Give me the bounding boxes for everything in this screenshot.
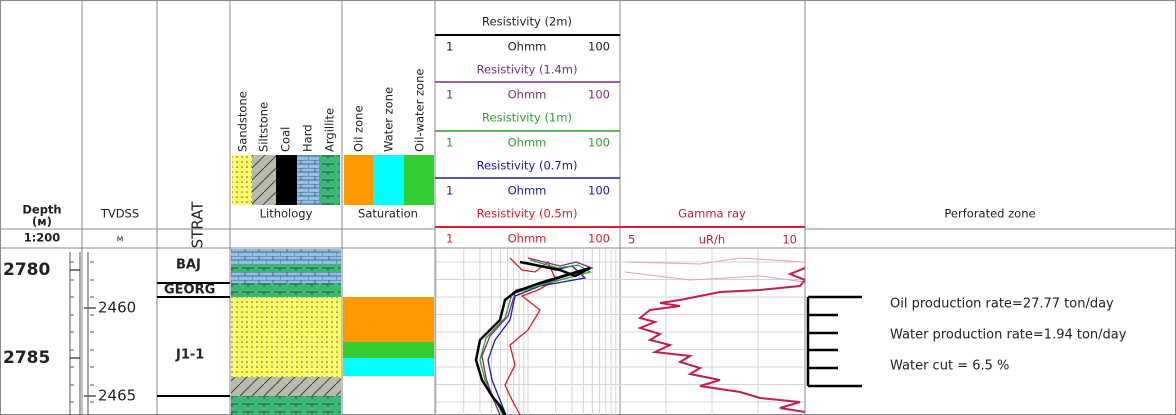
legend-swatch — [252, 155, 276, 205]
resistivity-curves — [474, 257, 594, 415]
depth-tick-label: 2785 — [3, 348, 50, 368]
scale-min: 1 — [446, 88, 453, 102]
legend-swatch — [276, 155, 297, 205]
tvdss-tick-label: 2460 — [98, 299, 136, 317]
depth-tick-label: 2780 — [3, 260, 50, 280]
scale-max: 10 — [782, 233, 797, 247]
scale-unit: Ohmm — [508, 184, 547, 198]
scale-min: 1 — [446, 184, 453, 198]
lithology-layer — [231, 283, 341, 297]
header-title: Perforated zone — [944, 207, 1035, 221]
legend-label: Hard — [301, 124, 315, 152]
perforation-note: Oil production rate=27.77 ton/day — [890, 297, 1114, 312]
legend-swatch — [319, 155, 340, 205]
strat-label: BAJ — [176, 258, 201, 273]
legend-label: Oil-water zone — [413, 69, 427, 152]
perforation-note: Water cut = 6.5 % — [890, 359, 1009, 374]
curve-name: Resistivity (0.7m) — [477, 159, 578, 173]
header-title: Depth — [22, 203, 61, 217]
scale-max: 100 — [588, 40, 610, 54]
legend-swatch — [373, 155, 404, 205]
legend-swatch — [297, 155, 319, 205]
legend-label: Coal — [279, 127, 293, 152]
header-scale: 1:200 — [24, 231, 61, 245]
lithology-layer — [231, 377, 341, 396]
scale-max: 100 — [588, 232, 610, 246]
scale-unit: Ohmm — [508, 232, 547, 246]
header-title: Lithology — [260, 207, 313, 221]
lithology-layer — [231, 396, 341, 415]
legend-swatch — [232, 155, 252, 205]
scale-unit: Ohmm — [508, 40, 547, 54]
saturation-layer — [343, 342, 434, 358]
lithology-layer — [231, 297, 341, 377]
legend-label: Argillite — [323, 108, 337, 152]
header-unit: м — [117, 235, 124, 245]
scale-unit: Ohmm — [508, 136, 547, 150]
depth-track — [69, 252, 96, 415]
curve-name: Resistivity (1m) — [482, 111, 572, 125]
scale-unit: Ohmm — [508, 88, 547, 102]
saturation-layer — [343, 297, 434, 342]
resistivity-header: Resistivity (2m) 1 Ohmm 100 Resistivity (1.4… — [446, 15, 610, 246]
curve-name: Resistivity (1.4m) — [477, 63, 578, 77]
legend-label: Siltstone — [257, 102, 271, 152]
legend-label: Sandstone — [236, 91, 250, 152]
legend-swatch — [344, 155, 373, 205]
saturation-layer — [343, 358, 434, 376]
scale-max: 100 — [588, 136, 610, 150]
lithology-layer — [231, 264, 341, 272]
legend-label: Water zone — [382, 87, 396, 152]
perforation-bracket — [806, 295, 862, 388]
strat-label: J1-1 — [175, 348, 204, 363]
header-title: TVDSS — [100, 207, 139, 221]
header-unit: (м) — [32, 215, 52, 229]
curve-name: Resistivity (2m) — [482, 15, 572, 29]
scale-min: 5 — [628, 233, 635, 247]
strat-label: GEORG — [164, 283, 215, 298]
perforation-note: Water production rate=1.94 ton/day — [890, 328, 1127, 343]
legend-label: Oil zone — [352, 105, 366, 152]
gamma-curve — [624, 257, 805, 413]
header-title: STRAT — [189, 201, 207, 249]
scale-min: 1 — [446, 136, 453, 150]
scale-max: 100 — [588, 184, 610, 198]
legend-swatch — [404, 155, 434, 205]
scale-min: 1 — [446, 40, 453, 54]
scale-min: 1 — [446, 232, 453, 246]
tvdss-tick-label: 2465 — [98, 387, 136, 405]
scale-max: 100 — [588, 88, 610, 102]
header-title: Saturation — [358, 207, 418, 221]
scale-unit: uR/h — [699, 233, 725, 247]
curve-name: Resistivity (0.5m) — [477, 207, 578, 221]
header-title: Gamma ray — [678, 207, 746, 221]
track-grid — [435, 249, 804, 415]
